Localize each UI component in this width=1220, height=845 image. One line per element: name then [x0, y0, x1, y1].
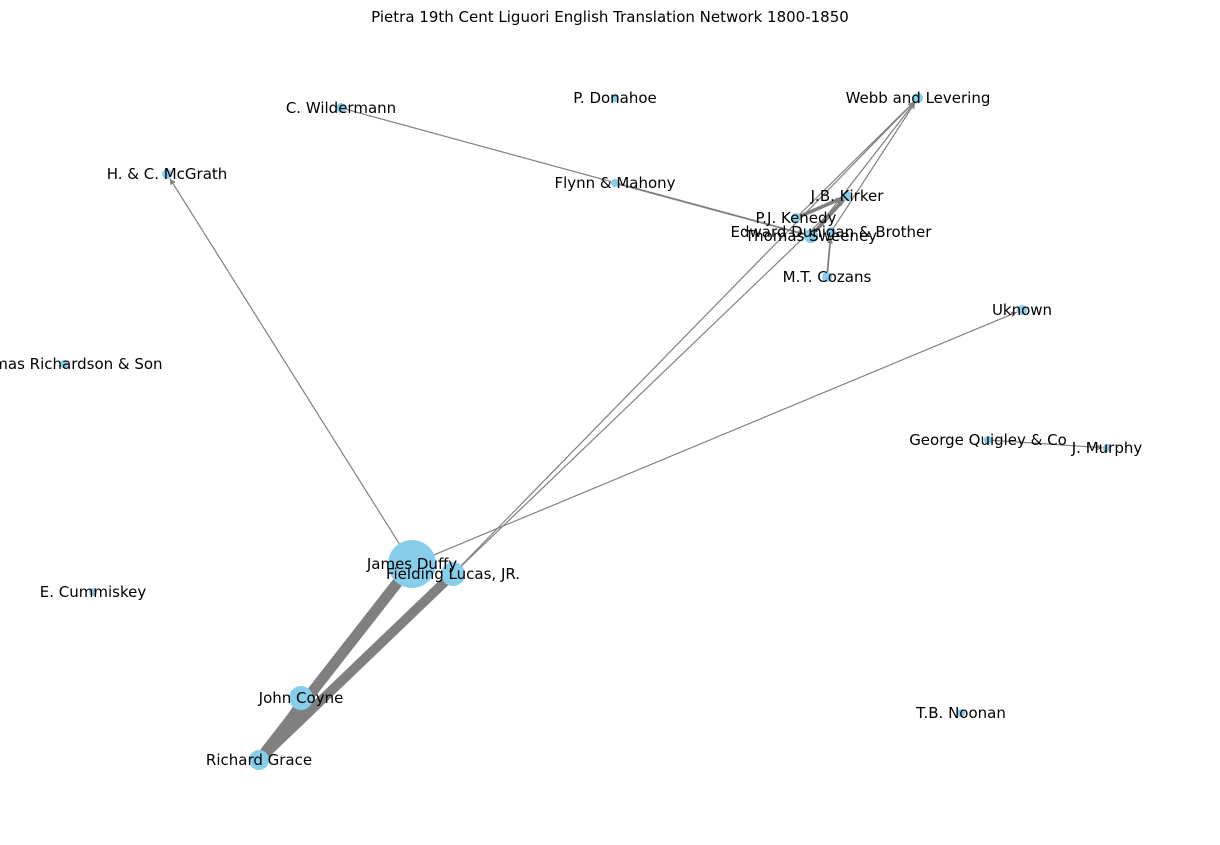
edge-fielding-lucas-to-jb-kirker [461, 199, 844, 567]
node-j-murphy[interactable] [1103, 444, 1111, 452]
node-label-george-quigley: George Quigley & Co [909, 431, 1067, 449]
node-label-uknown: Uknown [992, 301, 1052, 319]
node-label-hc-mcgrath: H. & C. McGrath [107, 165, 228, 183]
node-edward-dunigan[interactable] [826, 227, 836, 237]
node-richard-grace[interactable] [249, 750, 269, 770]
node-label-john-coyne: John Coyne [258, 689, 344, 707]
edge-james-duffy-to-uknown [433, 311, 1018, 556]
node-george-quigley[interactable] [984, 436, 992, 444]
node-label-e-cummiskey: E. Cummiskey [40, 583, 147, 601]
edges-layer [169, 101, 1103, 758]
node-jb-kirker[interactable] [842, 191, 852, 201]
node-p-donahoe[interactable] [611, 94, 619, 102]
node-label-c-wildermann: C. Wildermann [286, 99, 396, 117]
node-label-tb-noonan: T.B. Noonan [915, 704, 1006, 722]
node-flynn-mahony[interactable] [611, 179, 619, 187]
node-label-webb-levering: Webb and Levering [846, 89, 991, 107]
node-label-thomas-sweeney: Thomas Sweeney [744, 227, 877, 245]
node-label-p-donahoe: P. Donahoe [573, 89, 657, 107]
edge-pj-kenedy-to-jb-kirker [798, 196, 844, 218]
edge-pj-kenedy-to-webb-levering [798, 101, 915, 216]
edge-james-duffy-to-hc-mcgrath [169, 178, 400, 545]
node-richardson[interactable] [60, 360, 68, 368]
node-label-flynn-mahony: Flynn & Mahony [554, 174, 675, 192]
node-uknown[interactable] [1017, 305, 1027, 315]
edge-thomas-sweeney-to-jb-kirker [813, 198, 845, 233]
node-pj-kenedy[interactable] [791, 213, 801, 223]
edge-flynn-mahony-to-thomas-sweeney [617, 183, 805, 236]
node-webb-levering[interactable] [913, 93, 923, 103]
node-label-jb-kirker: J.B. Kirker [810, 187, 885, 205]
node-thomas-sweeney[interactable] [804, 229, 818, 243]
node-hc-mcgrath[interactable] [162, 169, 172, 179]
node-label-richard-grace: Richard Grace [206, 751, 312, 769]
node-label-mt-cozans: M.T. Cozans [783, 268, 872, 286]
node-c-wildermann[interactable] [336, 103, 346, 113]
node-mt-cozans[interactable] [822, 272, 832, 282]
edge-fielding-lucas-to-richard-grace [262, 577, 450, 758]
chart-title: Pietra 19th Cent Liguori English Transla… [371, 8, 849, 26]
node-e-cummiskey[interactable] [89, 588, 97, 596]
node-tb-noonan[interactable] [957, 709, 965, 717]
node-label-j-murphy: J. Murphy [1071, 439, 1143, 457]
edge-mt-cozans-to-edward-dunigan [826, 237, 833, 273]
edge-thomas-sweeney-to-webb-levering [814, 102, 915, 232]
node-label-fielding-lucas: Fielding Lucas, JR. [386, 565, 520, 583]
node-label-pj-kenedy: P.J. Kenedy [756, 209, 837, 227]
edge-george-quigley-to-j-murphy [991, 439, 1103, 451]
node-james-duffy[interactable] [388, 540, 436, 588]
node-label-james-duffy: James Duffy [366, 555, 457, 573]
edge-edward-dunigan-to-webb-levering [833, 102, 916, 229]
node-label-edward-dunigan: Edward Dunigan & Brother [731, 223, 933, 241]
node-john-coyne[interactable] [289, 686, 313, 710]
nodes-layer [60, 93, 1111, 770]
edge-james-duffy-to-richard-grace [260, 577, 403, 757]
edge-john-coyne-to-richard-grace [263, 706, 297, 753]
node-label-richardson: Thomas Richardson & Son [0, 355, 163, 373]
node-fielding-lucas[interactable] [441, 562, 465, 586]
edge-fielding-lucas-to-webb-levering [460, 101, 915, 567]
